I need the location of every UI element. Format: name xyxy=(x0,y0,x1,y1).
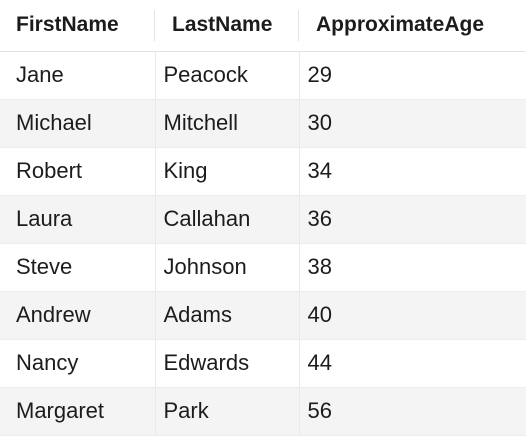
column-separator[interactable] xyxy=(154,10,155,41)
cell-approximateage[interactable]: 29 xyxy=(299,51,526,100)
cell-firstname[interactable]: Andrew xyxy=(0,291,156,340)
cell-approximateage[interactable]: 56 xyxy=(299,387,526,436)
column-separator[interactable] xyxy=(298,10,299,41)
cell-firstname[interactable]: Nancy xyxy=(0,339,156,388)
column-header-label: LastName xyxy=(172,13,273,37)
table-row[interactable]: Laura Callahan 36 xyxy=(0,195,526,244)
table-row[interactable]: Robert King 34 xyxy=(0,147,526,196)
header-row: FirstName LastName ApproximateAge xyxy=(0,0,526,52)
cell-firstname[interactable]: Laura xyxy=(0,195,156,244)
cell-lastname[interactable]: Adams xyxy=(155,291,300,340)
table-row[interactable]: Andrew Adams 40 xyxy=(0,291,526,340)
table-row[interactable]: Nancy Edwards 44 xyxy=(0,339,526,388)
cell-lastname[interactable]: Edwards xyxy=(155,339,300,388)
column-header-approximateage[interactable]: ApproximateAge xyxy=(299,0,526,52)
cell-approximateage[interactable]: 34 xyxy=(299,147,526,196)
cell-approximateage[interactable]: 38 xyxy=(299,243,526,292)
table-row[interactable]: Steve Johnson 38 xyxy=(0,243,526,292)
table-row[interactable]: Jane Peacock 29 xyxy=(0,51,526,100)
table-row[interactable]: Michael Mitchell 30 xyxy=(0,99,526,148)
column-header-label: ApproximateAge xyxy=(316,13,485,37)
cell-firstname[interactable]: Margaret xyxy=(0,387,156,436)
cell-firstname[interactable]: Michael xyxy=(0,99,156,148)
cell-lastname[interactable]: Johnson xyxy=(155,243,300,292)
cell-approximateage[interactable]: 30 xyxy=(299,99,526,148)
cell-approximateage[interactable]: 44 xyxy=(299,339,526,388)
cell-lastname[interactable]: King xyxy=(155,147,300,196)
cell-lastname[interactable]: Peacock xyxy=(155,51,300,100)
column-header-lastname[interactable]: LastName xyxy=(155,0,299,52)
column-header-firstname[interactable]: FirstName xyxy=(0,0,155,52)
cell-lastname[interactable]: Callahan xyxy=(155,195,300,244)
cell-firstname[interactable]: Robert xyxy=(0,147,156,196)
column-header-label: FirstName xyxy=(16,13,119,37)
table-row[interactable]: Margaret Park 56 xyxy=(0,387,526,436)
cell-approximateage[interactable]: 36 xyxy=(299,195,526,244)
cell-lastname[interactable]: Mitchell xyxy=(155,99,300,148)
cell-firstname[interactable]: Steve xyxy=(0,243,156,292)
cell-lastname[interactable]: Park xyxy=(155,387,300,436)
cell-approximateage[interactable]: 40 xyxy=(299,291,526,340)
cell-firstname[interactable]: Jane xyxy=(0,51,156,100)
